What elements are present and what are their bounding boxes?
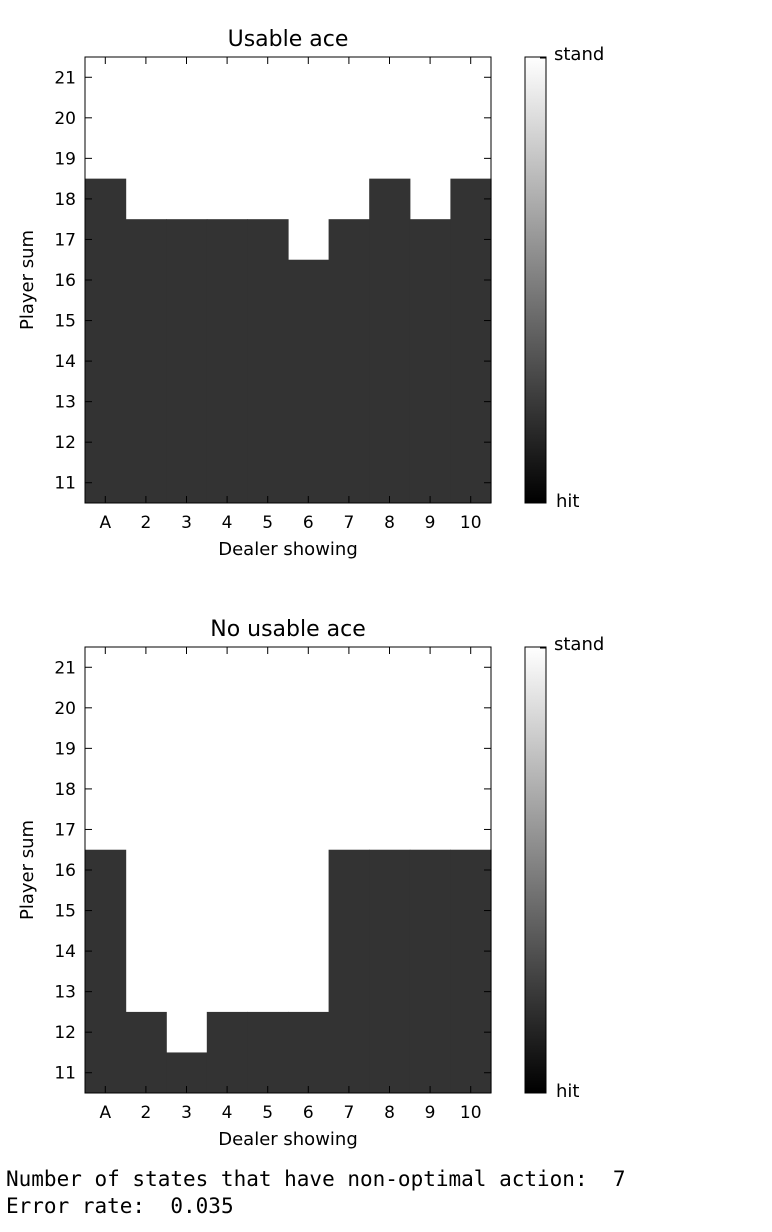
x-axis-label: Dealer showing <box>218 539 358 560</box>
x-tick-label: 10 <box>460 513 482 533</box>
y-tick-label: 19 <box>54 149 76 169</box>
hit-region-6 <box>288 1011 330 1093</box>
colorbar <box>524 56 547 504</box>
y-tick-label: 21 <box>54 68 76 88</box>
y-tick-label: 15 <box>54 312 76 332</box>
hit-region-9 <box>409 219 451 503</box>
hit-region-7 <box>328 849 370 1093</box>
chart-1: Usable ace 11 12 13 14 15 16 17 18 19 20 21 A 2 3 4 5 6 7 8… <box>17 27 604 560</box>
colorbar-hit-label: hit <box>556 1081 579 1102</box>
hit-region-10 <box>450 849 492 1093</box>
x-tick-label: 6 <box>303 1103 314 1123</box>
y-tick-label: 21 <box>54 658 76 678</box>
y-tick-label: 15 <box>54 902 76 922</box>
y-tick-label: 11 <box>54 474 76 494</box>
hit-region-8 <box>369 849 411 1093</box>
y-tick-label: 14 <box>54 352 76 372</box>
hit-region-5 <box>247 1011 289 1093</box>
x-tick-label: 9 <box>425 1103 436 1123</box>
hit-region-A <box>85 178 127 504</box>
y-tick-label: 14 <box>54 942 76 962</box>
hit-region-6 <box>288 259 330 503</box>
x-tick-label: 8 <box>384 513 395 533</box>
y-tick-label: 13 <box>54 983 76 1003</box>
x-tick-label: 7 <box>343 1103 354 1123</box>
y-axis-label: Player sum <box>17 230 38 330</box>
y-tick-label: 13 <box>54 393 76 413</box>
y-tick-label: 20 <box>54 699 76 719</box>
figure: Usable ace 11 12 13 14 15 16 17 18 19 20 21 A 2 3 4 5 6 7 8… <box>17 27 604 1150</box>
x-tick-label: 6 <box>303 513 314 533</box>
x-tick-label: 4 <box>222 1103 233 1123</box>
colorbar-stand-label: stand <box>554 44 604 65</box>
error-rate-value: 0.035 <box>170 1194 234 1218</box>
y-tick-label: 20 <box>54 109 76 129</box>
chart-title: No usable ace <box>210 617 366 642</box>
x-tick-label: 5 <box>262 1103 273 1123</box>
y-tick-label: 18 <box>54 780 76 800</box>
x-tick-label: 3 <box>181 1103 192 1123</box>
hit-region-3 <box>166 219 208 503</box>
y-tick-label: 16 <box>54 271 76 291</box>
x-tick-label: 10 <box>460 1103 482 1123</box>
y-axis-label: Player sum <box>17 820 38 920</box>
colorbar-stand-label: stand <box>554 634 604 655</box>
nonoptimal-states-line: Number of states that have non-optimal a… <box>6 1166 626 1192</box>
chart-title: Usable ace <box>228 27 349 52</box>
y-tick-label: 17 <box>54 820 76 840</box>
x-tick-label: 8 <box>384 1103 395 1123</box>
y-tick-label: 17 <box>54 230 76 250</box>
nonoptimal-value: 7 <box>612 1167 626 1191</box>
x-tick-label: A <box>99 1103 111 1123</box>
x-tick-label: 2 <box>140 1103 151 1123</box>
hit-region-2 <box>125 1011 167 1093</box>
x-axis-label: Dealer showing <box>218 1129 358 1150</box>
x-tick-label: 7 <box>343 513 354 533</box>
hit-region-7 <box>328 219 370 503</box>
hit-region-A <box>85 849 127 1093</box>
hit-region-8 <box>369 178 411 504</box>
nonoptimal-label: Number of states that have non-optimal a… <box>6 1167 588 1191</box>
x-tick-label: 3 <box>181 513 192 533</box>
colorbar <box>524 646 547 1094</box>
x-tick-label: 2 <box>140 513 151 533</box>
x-tick-label: 5 <box>262 513 273 533</box>
error-rate-line: Error rate: 0.035 <box>6 1193 234 1219</box>
error-rate-label: Error rate: <box>6 1194 146 1218</box>
y-tick-label: 11 <box>54 1064 76 1084</box>
x-tick-label: 9 <box>425 513 436 533</box>
hit-region-10 <box>450 178 492 504</box>
hit-region-5 <box>247 219 289 503</box>
y-tick-label: 19 <box>54 739 76 759</box>
y-tick-label: 12 <box>54 433 76 453</box>
chart-2: No usable ace 11 12 13 14 15 16 17 18 19 20 21 A 2 3 4 5… <box>17 617 604 1150</box>
hit-region-2 <box>125 219 167 503</box>
y-tick-label: 12 <box>54 1023 76 1043</box>
hit-region-4 <box>206 219 248 503</box>
hit-region-9 <box>409 849 451 1093</box>
colorbar-hit-label: hit <box>556 491 579 512</box>
y-tick-label: 18 <box>54 190 76 210</box>
x-tick-label: 4 <box>222 513 233 533</box>
x-tick-label: A <box>99 513 111 533</box>
hit-region-4 <box>206 1011 248 1093</box>
y-tick-label: 16 <box>54 861 76 881</box>
